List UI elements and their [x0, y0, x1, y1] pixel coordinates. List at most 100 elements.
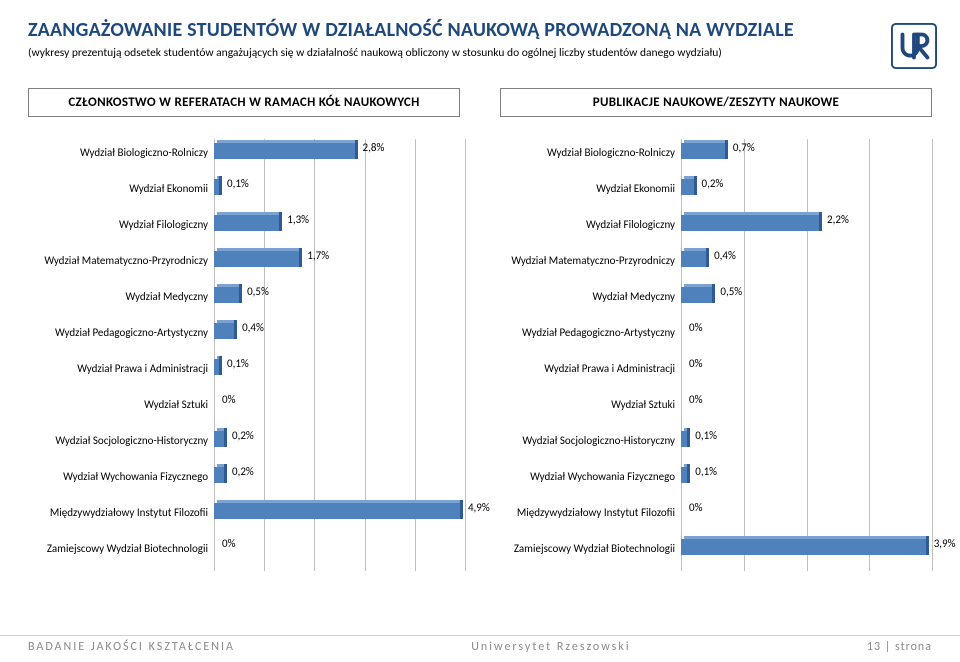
- chart-value-label: 0,5%: [720, 285, 742, 298]
- chart-bar: [681, 467, 687, 483]
- chart-row: Zamiejscowy Wydział Biotechnologii3,9%: [495, 535, 932, 563]
- chart-bar: [214, 503, 460, 519]
- footer-page: 13 | strona: [867, 640, 932, 654]
- chart-row: Wydział Socjologiczno-Historyczny 0,1%: [495, 427, 932, 455]
- chart-row: Wydział Medyczny 0,5%: [495, 283, 932, 311]
- chart-row-label: Wydział Pedagogiczno-Artystyczny: [495, 327, 681, 339]
- chart-right: Wydział Biologiczno-Rolniczy0,7%Wydział …: [495, 139, 932, 571]
- chart-row: Wydział Biologiczno-Rolniczy 2,8%: [28, 139, 465, 167]
- chart-bar: [214, 323, 234, 339]
- chart-row-plot: 0,1%: [214, 175, 465, 203]
- chart-value-label: 2,2%: [827, 213, 849, 226]
- chart-row-plot: 0,4%: [214, 319, 465, 347]
- chart-row-label: Wydział Biologiczno-Rolniczy: [28, 147, 214, 159]
- chart-bar: [681, 251, 706, 267]
- chart-row-plot: 0,5%: [681, 283, 932, 311]
- chart-row-label: Wydział Pedagogiczno-Artystyczny: [28, 327, 214, 339]
- chart-value-label: 0%: [689, 393, 702, 406]
- chart-row-label: Wydział Wychowania Fizycznego: [495, 471, 681, 483]
- chart-value-label: 0,5%: [247, 285, 269, 298]
- page: ZAANGAŻOWANIE STUDENTÓW W DZIAŁALNOŚĆ NA…: [0, 0, 960, 662]
- chart-row-label: Wydział Ekonomii: [28, 183, 214, 195]
- chart-value-label: 1,7%: [307, 249, 329, 262]
- chart-row-label: Zamiejscowy Wydział Biotechnologii: [495, 543, 681, 555]
- chart-bar: [214, 287, 239, 303]
- chart-value-label: 0,1%: [695, 429, 717, 442]
- chart-row-plot: 0,7%: [681, 139, 932, 167]
- chart-value-label: 0%: [222, 393, 235, 406]
- chart-row-plot: 4,9%: [214, 499, 465, 527]
- chart-row-plot: 0%: [681, 391, 932, 419]
- footer-left: BADANIE JAKOŚCI KSZTAŁCENIA: [28, 640, 235, 654]
- chart-row-plot: 0,1%: [214, 355, 465, 383]
- chart-row: Międzywydziałowy Instytut Filozofii4,9%: [28, 499, 465, 527]
- chart-row-plot: 0%: [681, 499, 932, 527]
- chart-value-label: 0,2%: [232, 429, 254, 442]
- chart-row: Wydział Biologiczno-Rolniczy0,7%: [495, 139, 932, 167]
- chart-row-plot: 0%: [681, 355, 932, 383]
- chart-row: Wydział Wychowania Fizycznego 0,2%: [28, 463, 465, 491]
- chart-row-label: Wydział Wychowania Fizycznego: [28, 471, 214, 483]
- chart-row-plot: 0,2%: [681, 175, 932, 203]
- chart-row: Wydział Wychowania Fizycznego 0,1%: [495, 463, 932, 491]
- chart-row: Wydział Sztuki 0%: [28, 391, 465, 419]
- chart-row-plot: 2,8%: [214, 139, 465, 167]
- section-headings: CZŁONKOSTWO W REFERATACH W RAMACH KÓŁ NA…: [28, 88, 932, 117]
- footer-center: Uniwersytet Rzeszowski: [471, 640, 630, 654]
- chart-row-label: Wydział Sztuki: [495, 399, 681, 411]
- chart-row: Wydział Filologiczny 2,2%: [495, 211, 932, 239]
- chart-row-label: Wydział Filologiczny: [495, 219, 681, 231]
- chart-bar: [681, 431, 687, 447]
- chart-row: Wydział Sztuki 0%: [495, 391, 932, 419]
- chart-row-label: Międzywydziałowy Instytut Filozofii: [28, 507, 214, 519]
- chart-row-label: Międzywydziałowy Instytut Filozofii: [495, 507, 681, 519]
- chart-bar: [214, 179, 219, 195]
- chart-row-label: Wydział Medyczny: [495, 291, 681, 303]
- chart-value-label: 0,1%: [227, 177, 249, 190]
- chart-bar: [681, 143, 725, 159]
- chart-value-label: 0,2%: [232, 465, 254, 478]
- chart-row-plot: 1,7%: [214, 247, 465, 275]
- chart-value-label: 4,9%: [468, 501, 490, 514]
- page-subtitle: (wykresy prezentują odsetek studentów an…: [28, 46, 932, 60]
- chart-row: Wydział Matematyczno-Przyrodniczy0,4%: [495, 247, 932, 275]
- chart-row: Wydział Ekonomii0,2%: [495, 175, 932, 203]
- chart-row: Wydział Socjologiczno-Historyczny 0,2%: [28, 427, 465, 455]
- chart-value-label: 0%: [689, 321, 702, 334]
- chart-value-label: 1,3%: [287, 213, 309, 226]
- section-head-left: CZŁONKOSTWO W REFERATACH W RAMACH KÓŁ NA…: [28, 88, 460, 117]
- chart-row-label: Wydział Biologiczno-Rolniczy: [495, 147, 681, 159]
- chart-row-label: Wydział Prawa i Administracji: [28, 363, 214, 375]
- chart-value-label: 0,1%: [695, 465, 717, 478]
- chart-value-label: 3,9%: [934, 537, 956, 550]
- chart-row-label: Wydział Prawa i Administracji: [495, 363, 681, 375]
- chart-row: Wydział Filologiczny 1,3%: [28, 211, 465, 239]
- chart-gridline: [465, 139, 466, 571]
- chart-row-plot: 0,2%: [214, 427, 465, 455]
- chart-row: Wydział Pedagogiczno-Artystyczny0,4%: [28, 319, 465, 347]
- chart-row-plot: 0%: [681, 319, 932, 347]
- chart-value-label: 0%: [689, 357, 702, 370]
- chart-row-label: Wydział Filologiczny: [28, 219, 214, 231]
- chart-bar: [214, 143, 355, 159]
- chart-row: Wydział Prawa i Administracji 0%: [495, 355, 932, 383]
- chart-value-label: 0%: [689, 501, 702, 514]
- university-logo-icon: [890, 22, 938, 70]
- chart-row-plot: 0,1%: [681, 463, 932, 491]
- chart-row-plot: 0%: [214, 535, 465, 563]
- chart-row-label: Wydział Socjologiczno-Historyczny: [495, 435, 681, 447]
- chart-value-label: 0,1%: [227, 357, 249, 370]
- chart-bar: [214, 251, 299, 267]
- chart-bar: [214, 359, 219, 375]
- chart-row-label: Wydział Socjologiczno-Historyczny: [28, 435, 214, 447]
- chart-value-label: 0,2%: [702, 177, 724, 190]
- chart-bar: [681, 179, 694, 195]
- chart-row: Wydział Pedagogiczno-Artystyczny 0%: [495, 319, 932, 347]
- chart-bar: [214, 215, 279, 231]
- chart-bar: [214, 431, 224, 447]
- chart-value-label: 0%: [222, 537, 235, 550]
- chart-row: Wydział Medyczny0,5%: [28, 283, 465, 311]
- chart-row-label: Wydział Sztuki: [28, 399, 214, 411]
- chart-row: Wydział Prawa i Administracji 0,1%: [28, 355, 465, 383]
- chart-value-label: 2,8%: [363, 141, 385, 154]
